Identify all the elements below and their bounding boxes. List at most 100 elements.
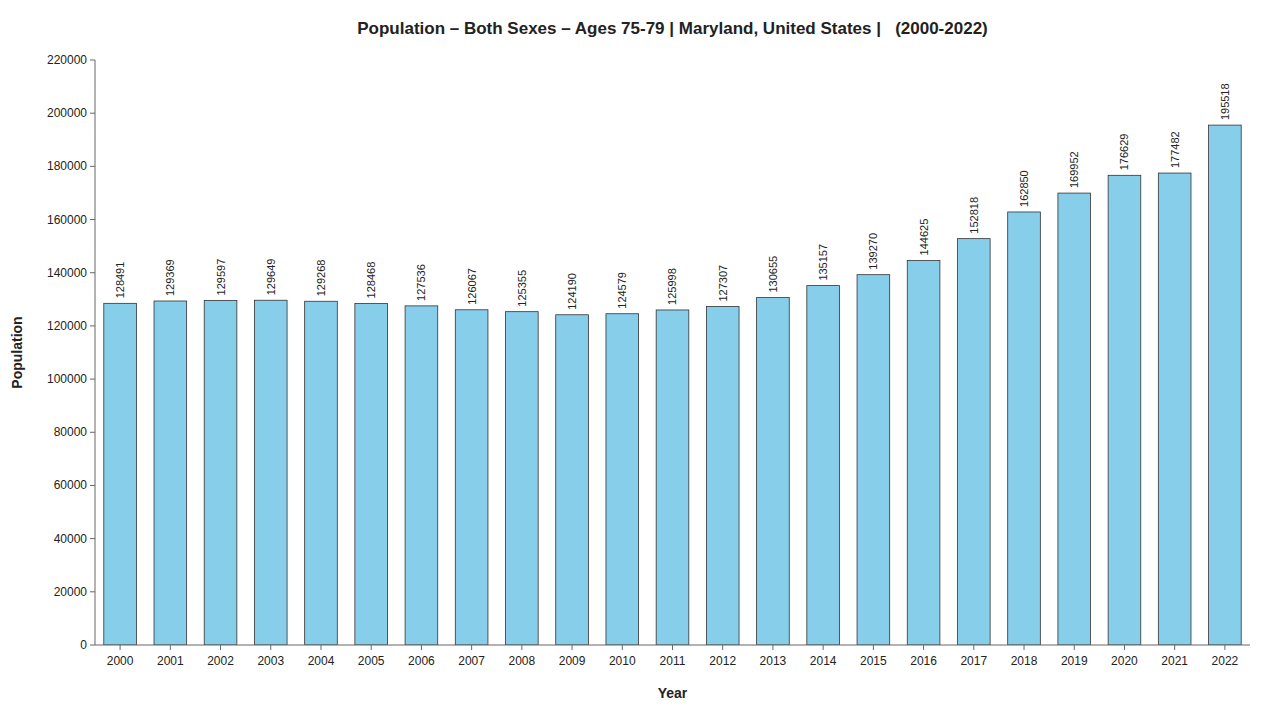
bar [606,314,639,645]
x-tick-label: 2003 [257,654,284,668]
x-tick-label: 2022 [1212,654,1239,668]
data-label: 144625 [918,219,930,256]
x-tick-label: 2007 [458,654,485,668]
y-tick-label: 120000 [47,319,87,333]
y-tick-label: 160000 [47,213,87,227]
x-tick-label: 2010 [609,654,636,668]
x-tick [923,645,924,650]
data-label: 169952 [1068,151,1080,188]
bar [957,239,990,645]
y-tick [90,60,95,61]
x-tick [120,645,121,650]
data-label: 195518 [1219,83,1231,120]
data-label: 129369 [164,259,176,296]
y-tick [90,485,95,486]
x-tick [371,645,372,650]
x-tick-label: 2013 [760,654,787,668]
bar [656,310,689,645]
x-tick [471,645,472,650]
data-label: 125998 [667,268,679,305]
y-axis-label: Population [9,316,25,388]
data-label: 125355 [516,270,528,307]
bar [556,315,589,645]
y-tick [90,645,95,646]
x-tick [572,645,573,650]
x-tick [320,645,321,650]
y-tick [90,538,95,539]
bar [305,301,338,645]
y-tick [90,113,95,114]
y-tick [90,591,95,592]
bar [1008,212,1041,645]
chart-container: Population – Both Sexes – Ages 75-79 | M… [0,0,1280,720]
data-label: 129268 [315,260,327,297]
x-tick-label: 2018 [1011,654,1038,668]
y-axis [95,60,96,645]
data-label: 152818 [968,197,980,234]
data-label: 129649 [265,259,277,296]
data-label: 124190 [566,273,578,310]
x-axis-label: Year [658,685,688,701]
x-tick-label: 2009 [559,654,586,668]
data-label: 128491 [114,262,126,299]
data-label: 176629 [1118,134,1130,171]
x-tick [873,645,874,650]
bar [1108,175,1141,645]
x-tick-label: 2017 [960,654,987,668]
x-tick [1024,645,1025,650]
x-tick [270,645,271,650]
x-tick [1174,645,1175,650]
bar [506,312,539,645]
bar [1158,173,1191,645]
bars [104,125,1241,645]
x-tick-label: 2002 [207,654,234,668]
bar [254,300,287,645]
bar [104,303,137,645]
x-tick-label: 2011 [660,654,686,668]
y-tick [90,325,95,326]
x-tick [170,645,171,650]
x-tick [1224,645,1225,650]
y-tick-label: 100000 [47,372,87,386]
y-tick-label: 220000 [47,53,87,67]
y-tick [90,432,95,433]
bar [907,260,940,645]
data-label: 139270 [867,233,879,270]
y-tick [90,379,95,380]
x-tick-label: 2008 [508,654,535,668]
x-tick-label: 2019 [1061,654,1088,668]
y-tick [90,272,95,273]
bar [154,301,187,645]
data-label: 128468 [365,262,377,299]
y-tick-label: 180000 [47,159,87,173]
y-tick-label: 0 [80,638,87,652]
x-tick [220,645,221,650]
data-label: 127307 [717,265,729,302]
x-tick-label: 2012 [709,654,736,668]
y-tick [90,219,95,220]
x-tick [672,645,673,650]
x-tick-label: 2021 [1161,654,1188,668]
data-label: 177482 [1169,131,1181,168]
bar [807,286,840,645]
y-tick-label: 80000 [54,425,88,439]
x-tick-label: 2005 [358,654,385,668]
bar [757,298,790,645]
data-label: 129597 [215,259,227,296]
bar [455,310,488,645]
data-label: 162850 [1018,170,1030,207]
x-tick [973,645,974,650]
x-tick-label: 2006 [408,654,435,668]
data-label: 127536 [415,264,427,301]
x-tick-label: 2020 [1111,654,1138,668]
bar [857,275,890,645]
x-axis [95,645,1250,646]
x-tick [1124,645,1125,650]
y-tick-label: 60000 [54,478,88,492]
bar [204,300,237,645]
x-tick-label: 2001 [157,654,184,668]
y-tick-label: 140000 [47,266,87,280]
data-label: 130655 [767,256,779,293]
x-tick [622,645,623,650]
bar [1209,125,1242,645]
